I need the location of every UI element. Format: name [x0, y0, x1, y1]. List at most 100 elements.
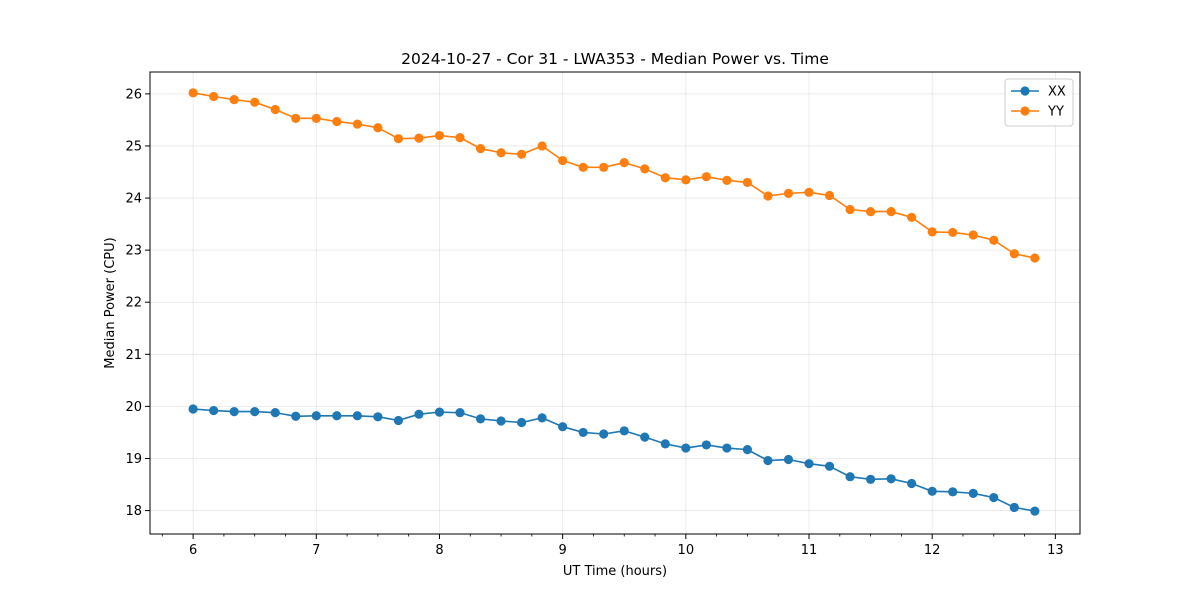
data-point-xx [804, 459, 814, 469]
data-point-yy [742, 177, 753, 188]
x-axis-label: UT Time (hours) [563, 564, 667, 579]
data-point-xx [332, 411, 342, 421]
data-point-yy [681, 175, 691, 185]
y-tick-label: 21 [125, 348, 142, 363]
data-point-yy [393, 134, 404, 144]
data-point-xx [537, 413, 547, 423]
plot-frame [149, 71, 1081, 535]
y-tick-label: 25 [125, 139, 142, 154]
chart-title: 2024-10-27 - Cor 31 - LWA353 - Median Po… [401, 50, 829, 68]
data-point-xx [989, 492, 999, 503]
data-point-xx [824, 461, 835, 471]
data-point-xx [845, 472, 855, 482]
data-point-xx [188, 404, 198, 414]
data-point-yy [763, 191, 773, 201]
data-point-xx [558, 422, 568, 432]
data-point-xx [968, 488, 978, 498]
series-layer [188, 88, 1040, 516]
data-point-yy [927, 227, 937, 237]
data-point-xx [1009, 502, 1019, 513]
data-point-yy [619, 158, 629, 168]
legend-marker-yy [1020, 106, 1030, 116]
data-point-yy [414, 133, 424, 143]
data-point-xx [865, 474, 876, 484]
data-point-yy [865, 206, 876, 217]
data-point-yy [455, 133, 465, 143]
data-point-yy [599, 162, 609, 172]
data-point-xx [393, 415, 404, 426]
legend-label-yy: YY [1047, 105, 1064, 120]
data-point-yy [845, 204, 855, 215]
axis-layer: 6 7 8 9 10 11 12 13 18 19 20 21 22 23 24 25 26 [125, 87, 1063, 558]
data-point-xx [496, 416, 506, 426]
x-tick-label: 8 [435, 543, 443, 558]
data-point-yy [516, 149, 527, 159]
data-point-xx [907, 478, 917, 489]
data-point-xx [434, 407, 445, 417]
x-tick-label: 11 [801, 543, 818, 558]
data-point-xx [742, 445, 753, 455]
data-point-xx [701, 440, 711, 450]
data-point-yy [1009, 249, 1019, 259]
data-point-xx [291, 411, 301, 421]
data-point-yy [352, 119, 362, 129]
data-point-yy [209, 91, 219, 102]
data-point-yy [270, 104, 280, 115]
data-point-xx [722, 443, 732, 453]
x-tick-label: 13 [1047, 543, 1064, 558]
data-point-xx [1030, 506, 1040, 516]
data-point-yy [783, 188, 794, 198]
y-tick-label: 23 [125, 244, 142, 259]
data-point-xx [209, 405, 219, 416]
data-point-yy [229, 95, 239, 105]
data-point-xx [660, 439, 670, 449]
data-point-xx [414, 409, 424, 419]
y-tick-label: 18 [125, 504, 142, 519]
data-point-yy [188, 88, 198, 98]
data-point-xx [681, 443, 691, 453]
data-point-xx [640, 432, 650, 442]
data-point-yy [1030, 253, 1040, 263]
data-point-yy [701, 172, 711, 182]
x-tick-label: 9 [559, 543, 567, 558]
data-point-xx [516, 417, 527, 428]
x-tick-label: 12 [924, 543, 941, 558]
data-point-xx [475, 414, 486, 424]
data-point-xx [352, 411, 362, 421]
data-point-yy [250, 97, 260, 107]
data-point-yy [722, 175, 732, 185]
y-tick-label: 19 [125, 452, 142, 467]
legend-label-xx: XX [1048, 85, 1066, 100]
data-point-xx [373, 412, 383, 422]
x-tick-label: 10 [678, 543, 695, 558]
legend-marker-xx [1020, 86, 1030, 96]
data-point-yy [332, 116, 342, 127]
data-point-yy [948, 227, 958, 238]
data-point-yy [578, 162, 588, 172]
data-point-xx [763, 455, 773, 466]
y-tick-label: 22 [125, 296, 142, 311]
data-point-xx [927, 486, 937, 496]
data-point-yy [475, 143, 486, 154]
data-point-xx [578, 427, 588, 438]
y-tick-label: 24 [125, 192, 142, 207]
data-point-yy [804, 187, 814, 197]
data-point-xx [229, 406, 239, 417]
data-point-yy [907, 212, 917, 222]
data-point-yy [434, 130, 445, 141]
series-line-xx [193, 408, 1035, 512]
data-point-xx [948, 487, 958, 497]
data-point-xx [783, 454, 794, 465]
y-tick-label: 20 [125, 400, 142, 415]
data-point-yy [311, 113, 321, 123]
data-point-xx [619, 426, 629, 436]
data-point-yy [968, 230, 978, 240]
grid-layer [150, 72, 1080, 534]
y-axis-label: Median Power (CPU) [103, 237, 118, 368]
data-point-yy [886, 206, 896, 217]
data-point-yy [660, 173, 670, 183]
data-point-yy [989, 235, 999, 245]
data-point-yy [537, 141, 547, 151]
data-point-yy [640, 164, 650, 174]
